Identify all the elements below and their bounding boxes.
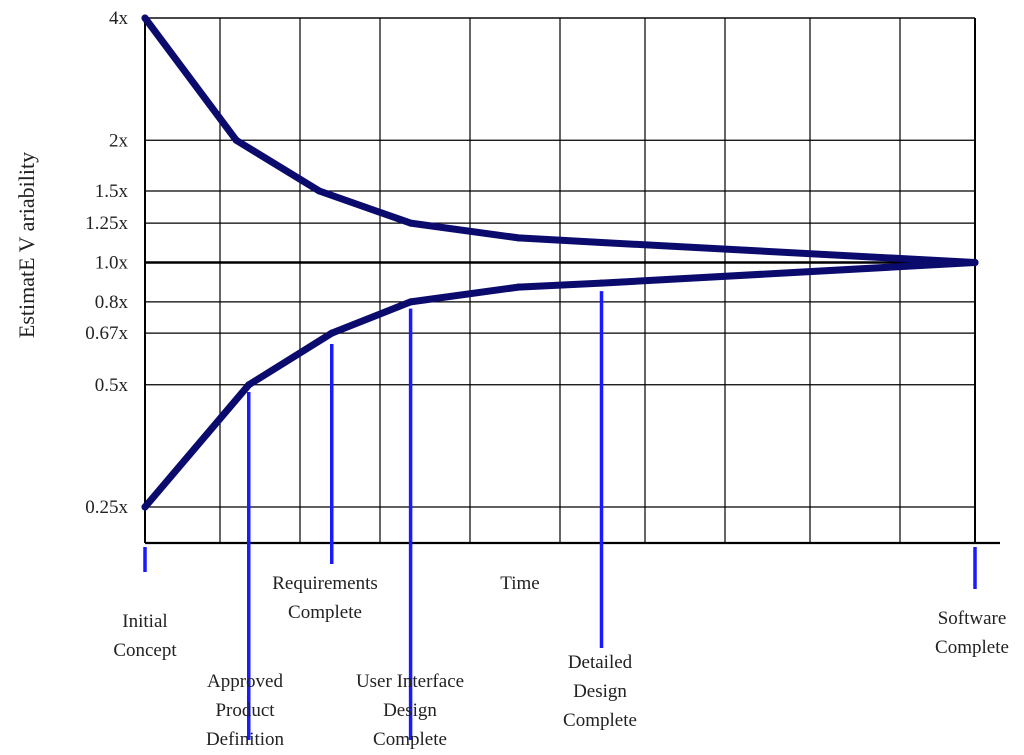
y-tick-labels: 4x 2x 1.5x 1.25x 1.0x 0.8x 0.67x 0.5x 0.25x <box>85 8 128 518</box>
y-tick-label: 1.25x <box>85 213 128 234</box>
y-tick-label: 0.8x <box>95 292 129 313</box>
curve-point <box>141 503 149 511</box>
curve-point <box>515 234 522 242</box>
y-tick-label: 0.25x <box>85 497 128 518</box>
y-tick-label: 0.67x <box>85 323 128 344</box>
milestone-software-complete: Software Complete <box>935 547 1009 658</box>
grid <box>144 17 1000 545</box>
milestone-label: Design <box>573 681 627 702</box>
milestone-label: Complete <box>935 637 1009 658</box>
y-tick-label: 1.5x <box>95 181 129 202</box>
milestones: Initial Concept Approved Product Definition R… <box>113 291 1009 750</box>
milestone-label: Complete <box>288 602 362 623</box>
milestone-initial-concept: Initial Concept <box>113 547 177 661</box>
x-axis-title: Time <box>500 573 539 594</box>
curve-point <box>971 259 979 266</box>
y-tick-label: 4x <box>109 8 129 29</box>
y-axis-title: EstimatE V ariability <box>14 152 39 338</box>
curve-point <box>407 298 415 306</box>
y-tick-label: 2x <box>109 130 129 151</box>
milestone-requirements-complete: Requirements Complete <box>272 343 378 623</box>
milestone-label: Complete <box>373 729 447 750</box>
milestone-label: Requirements <box>272 573 378 594</box>
curve-point <box>328 329 336 337</box>
milestone-label: Initial <box>122 611 167 632</box>
curves <box>141 14 979 511</box>
curve-point <box>407 219 415 227</box>
milestone-label: Detailed <box>568 652 633 673</box>
y-tick-label: 0.5x <box>95 375 129 396</box>
milestone-label: Definition <box>206 729 285 750</box>
milestone-label: Approved <box>207 671 283 692</box>
milestone-label: Product <box>215 700 275 721</box>
curve-point <box>598 279 605 287</box>
y-tick-label: 1.0x <box>95 253 129 274</box>
curve-point <box>515 283 522 291</box>
curve-point <box>598 239 605 247</box>
milestone-label: Software <box>938 608 1007 629</box>
curve-point <box>315 187 323 195</box>
curve-point <box>232 136 240 144</box>
milestone-label: User Interface <box>356 671 464 692</box>
curve-point <box>245 381 253 389</box>
milestone-label: Complete <box>563 710 637 731</box>
curve-point <box>141 14 149 22</box>
milestone-user-interface-design-complete: User Interface Design Complete <box>356 308 464 750</box>
milestone-approved-product-definition: Approved Product Definition <box>206 391 285 750</box>
milestone-label: Design <box>383 700 437 721</box>
milestone-label: Concept <box>113 640 177 661</box>
milestone-detailed-design-complete: Detailed Design Complete <box>563 291 637 731</box>
